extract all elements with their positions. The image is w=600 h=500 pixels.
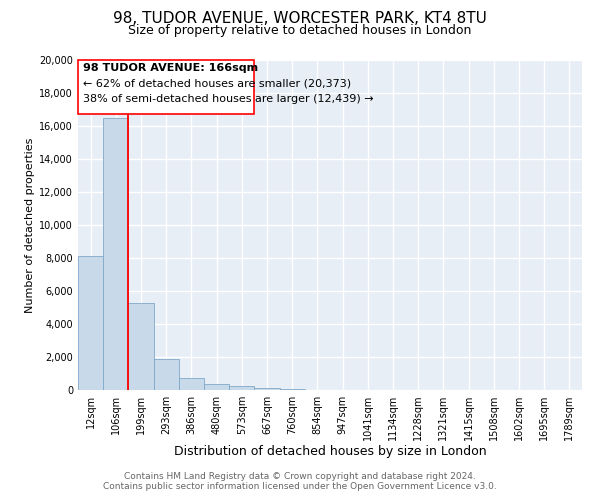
Bar [280,388,305,390]
FancyBboxPatch shape [78,60,254,114]
Text: Contains public sector information licensed under the Open Government Licence v3: Contains public sector information licen… [103,482,497,491]
Text: 98, TUDOR AVENUE, WORCESTER PARK, KT4 8TU: 98, TUDOR AVENUE, WORCESTER PARK, KT4 8T… [113,11,487,26]
Bar [103,118,128,390]
Text: Contains HM Land Registry data © Crown copyright and database right 2024.: Contains HM Land Registry data © Crown c… [124,472,476,481]
Bar [78,256,103,390]
Text: 98 TUDOR AVENUE: 166sqm: 98 TUDOR AVENUE: 166sqm [83,64,258,74]
Text: Size of property relative to detached houses in London: Size of property relative to detached ho… [128,24,472,37]
Bar [154,358,179,390]
Y-axis label: Number of detached properties: Number of detached properties [25,138,35,312]
Bar [229,386,254,390]
Bar [179,378,204,390]
Bar [128,302,154,390]
Bar [254,388,280,390]
Bar [204,384,229,390]
X-axis label: Distribution of detached houses by size in London: Distribution of detached houses by size … [173,444,487,458]
Text: 38% of semi-detached houses are larger (12,439) →: 38% of semi-detached houses are larger (… [83,94,374,104]
Text: ← 62% of detached houses are smaller (20,373): ← 62% of detached houses are smaller (20… [83,79,351,89]
